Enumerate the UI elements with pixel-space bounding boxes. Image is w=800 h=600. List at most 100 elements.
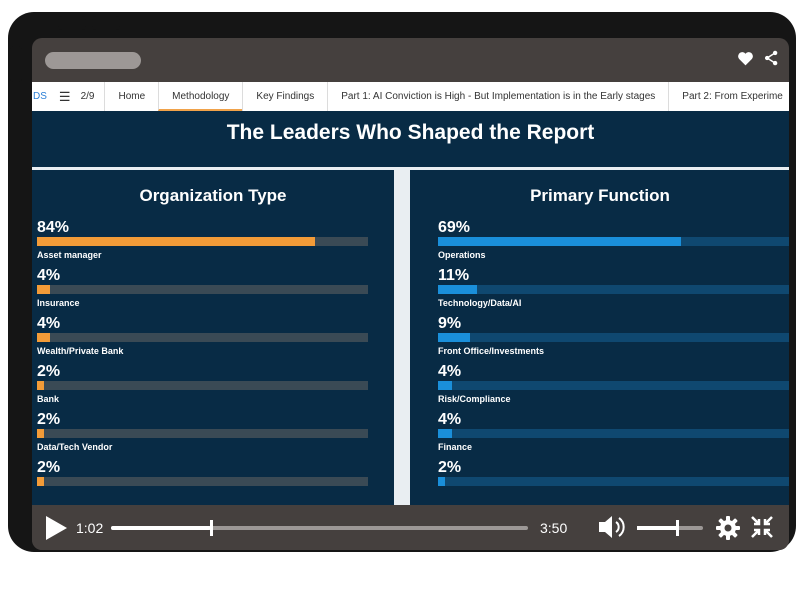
bar-fill: [438, 477, 446, 486]
progress-bar[interactable]: [111, 520, 528, 536]
bar-fill: [438, 237, 681, 246]
bar-fill: [37, 237, 316, 246]
tablet-frame: DS ☰ 2/9 Home Methodology Key Findings P…: [8, 12, 796, 552]
bar-fill: [37, 477, 44, 486]
bar-fill: [438, 429, 453, 438]
bar-row: 4% Wealth/Private Bank: [32, 315, 394, 363]
bar-track: [37, 429, 368, 438]
bar-percent: 84%: [37, 219, 70, 236]
bar-label: Data/Tech Vendor: [37, 442, 113, 452]
video-top-bar: [32, 38, 789, 82]
bar-fill: [438, 285, 477, 294]
divider: [32, 167, 789, 170]
volume-handle[interactable]: [675, 520, 679, 536]
bar-percent: 4%: [438, 411, 462, 428]
duration: 3:50: [540, 520, 568, 536]
play-icon[interactable]: [46, 516, 67, 540]
bar-percent: 9%: [438, 315, 462, 332]
hardware-button: [92, 16, 120, 30]
video-controls: 1:02 3:50: [32, 505, 789, 550]
tab-methodology[interactable]: Methodology: [158, 82, 243, 111]
page-indicator: 2/9: [80, 91, 95, 102]
progress-handle[interactable]: [210, 520, 214, 536]
bar-track: [438, 381, 789, 390]
bar-row: 84% Asset manager: [32, 219, 394, 267]
bar-fill: [37, 285, 51, 294]
heart-icon[interactable]: [737, 51, 754, 71]
exit-fullscreen-icon[interactable]: [750, 515, 774, 544]
primary-function-panel: Primary Function 69% Operations 11% Techno…: [410, 170, 789, 505]
bar-fill: [37, 333, 51, 342]
tab-part-2[interactable]: Part 2: From Experime: [668, 82, 789, 111]
bar-track: [438, 285, 789, 294]
slide-title: The Leaders Who Shaped the Report: [226, 121, 595, 144]
progress-fill: [111, 526, 212, 530]
bar-row: 2%: [32, 459, 394, 505]
panel-title: Organization Type: [139, 186, 287, 205]
bar-percent: 2%: [37, 363, 61, 380]
menu-icon[interactable]: ☰: [58, 88, 71, 104]
bar-label: Wealth/Private Bank: [37, 346, 124, 356]
nav-truncated-text: DS: [33, 91, 47, 102]
bar-label: Bank: [37, 394, 60, 404]
bar-row: 4% Risk/Compliance: [410, 363, 789, 411]
tab-home[interactable]: Home: [104, 82, 158, 111]
bar-percent: 4%: [37, 267, 61, 284]
bar-label: Operations: [438, 250, 486, 260]
volume-icon[interactable]: [597, 514, 631, 545]
bar-row: 2%: [410, 459, 789, 505]
bar-row: 11% Technology/Data/AI: [410, 267, 789, 315]
current-time: 1:02: [76, 520, 104, 536]
bar-row: 4% Insurance: [32, 267, 394, 315]
bar-percent: 4%: [37, 315, 61, 332]
bar-row: 9% Front Office/Investments: [410, 315, 789, 363]
hardware-button: [10, 46, 22, 82]
bar-fill: [37, 381, 44, 390]
bar-track: [37, 237, 368, 246]
bar-label: Finance: [438, 442, 473, 452]
bar-percent: 11%: [438, 267, 470, 284]
bar-track: [438, 237, 789, 246]
bar-percent: 2%: [37, 411, 61, 428]
panel-title: Primary Function: [530, 186, 670, 205]
bar-label: Insurance: [37, 298, 80, 308]
bar-fill: [438, 333, 470, 342]
screen: DS ☰ 2/9 Home Methodology Key Findings P…: [32, 38, 789, 550]
bar-fill: [438, 381, 453, 390]
bar-track: [37, 333, 368, 342]
bar-row: 69% Operations: [410, 219, 789, 267]
title-placeholder: [45, 52, 141, 69]
bar-fill: [37, 429, 44, 438]
share-icon[interactable]: [764, 50, 779, 71]
top-actions: [737, 50, 779, 71]
slide-content: The Leaders Who Shaped the Report Organi…: [32, 111, 789, 505]
bar-track: [438, 477, 789, 486]
bar-row: 4% Finance: [410, 411, 789, 459]
bar-track: [37, 285, 368, 294]
bar-track: [37, 477, 368, 486]
volume-fill: [637, 526, 677, 530]
report-nav-bar: DS ☰ 2/9 Home Methodology Key Findings P…: [32, 82, 789, 111]
bar-track: [438, 333, 789, 342]
bar-row: 2% Bank: [32, 363, 394, 411]
tab-key-findings[interactable]: Key Findings: [242, 82, 327, 111]
bar-percent: 2%: [438, 459, 462, 476]
bar-track: [438, 429, 789, 438]
gear-icon[interactable]: [715, 515, 741, 546]
bar-percent: 4%: [438, 363, 462, 380]
organization-type-panel: Organization Type 84% Asset manager 4% Ins…: [32, 170, 394, 505]
bar-row: 2% Data/Tech Vendor: [32, 411, 394, 459]
volume-slider[interactable]: [637, 520, 703, 536]
bar-label: Asset manager: [37, 250, 102, 260]
bar-label: Risk/Compliance: [438, 394, 511, 404]
bar-label: Front Office/Investments: [438, 346, 545, 356]
bar-percent: 2%: [37, 459, 61, 476]
bar-label: Technology/Data/AI: [438, 298, 522, 308]
bar-list: 69% Operations 11% Technology/Data/AI 9% Fr…: [410, 219, 789, 505]
bar-percent: 69%: [438, 219, 471, 236]
divider: [394, 170, 410, 505]
bar-track: [37, 381, 368, 390]
bar-list: 84% Asset manager 4% Insurance 4% Wealth/Pr…: [32, 219, 394, 505]
hardware-button: [58, 16, 86, 30]
tab-part-1[interactable]: Part 1: AI Conviction is High - But Impl…: [327, 82, 668, 111]
